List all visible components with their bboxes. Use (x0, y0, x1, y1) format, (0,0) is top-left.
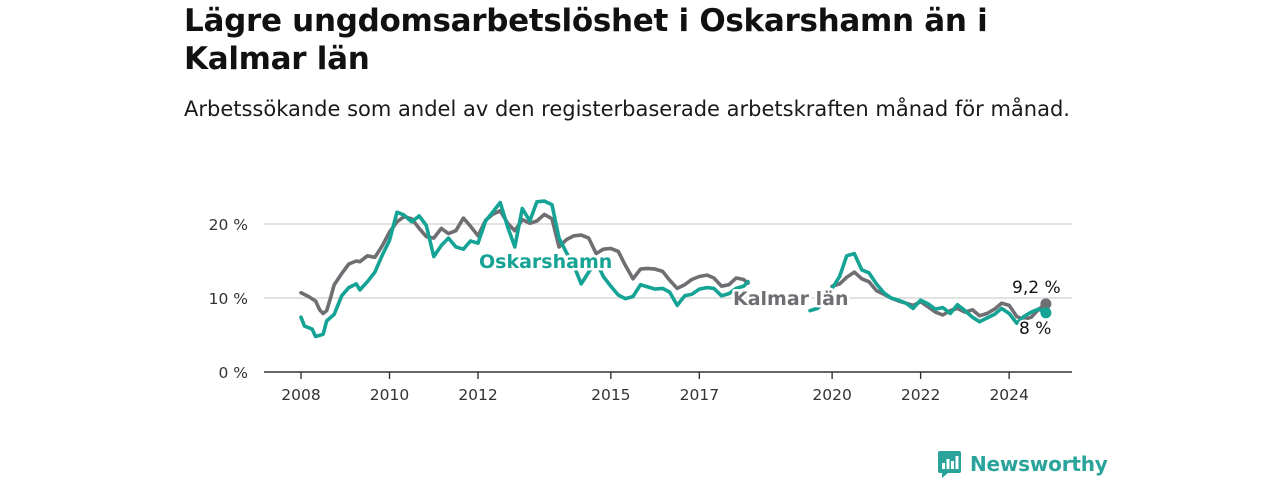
series-label-oskarshamn: Oskarshamn (479, 251, 612, 273)
y-tick-label-10: 10 % (209, 290, 248, 308)
x-tick-label-2020: 2020 (812, 386, 851, 404)
x-tick-label-2022: 2022 (901, 386, 940, 404)
series-kalmar-län (299, 208, 1052, 322)
series-line-kalmar-län-2 (830, 270, 1048, 322)
x-tick-label-2024: 2024 (989, 386, 1028, 404)
x-tick-label-2008: 2008 (281, 386, 320, 404)
x-tick-label-2012: 2012 (458, 386, 497, 404)
axes: 0 % 10 % 20 % 2008 2010 2012 2015 2017 2020 2022 2… (209, 216, 1072, 404)
end-value-oskarshamn: 8 % (1019, 319, 1051, 339)
y-tick-label-20: 20 % (209, 216, 248, 234)
x-tick-label-2017: 2017 (680, 386, 719, 404)
y-tick-label-0: 0 % (218, 364, 248, 382)
gridlines (264, 223, 1072, 299)
series-line-oskarshamn-1 (299, 199, 750, 339)
x-tick-label-2015: 2015 (591, 386, 630, 404)
series-lines (299, 199, 1052, 339)
end-point-oskarshamn (1040, 307, 1052, 319)
series-oskarshamn (299, 199, 1052, 339)
end-value-kalmar-lan: 9,2 % (1012, 278, 1061, 298)
chart-subtitle: Arbetssökande som andel av den registerb… (184, 97, 1070, 121)
chart-title: Lägre ungdomsarbetslöshet i Oskarshamn ä… (184, 3, 988, 77)
brand-name: Newsworthy (970, 452, 1108, 476)
series-label-kalmar-lan: Kalmar län (733, 288, 849, 310)
series-line-oskarshamn-2 (808, 251, 1048, 325)
newsworthy-bar-chart-icon (938, 450, 961, 478)
end-point-kalmar-län (1040, 298, 1052, 310)
series-line-kalmar-län-1 (299, 208, 750, 316)
x-tick-label-2010: 2010 (370, 386, 409, 404)
newsworthy-logo: Newsworthy (937, 449, 1108, 479)
series-labels: Kalmar län Oskarshamn 9,2 % 8 % (477, 249, 1063, 342)
